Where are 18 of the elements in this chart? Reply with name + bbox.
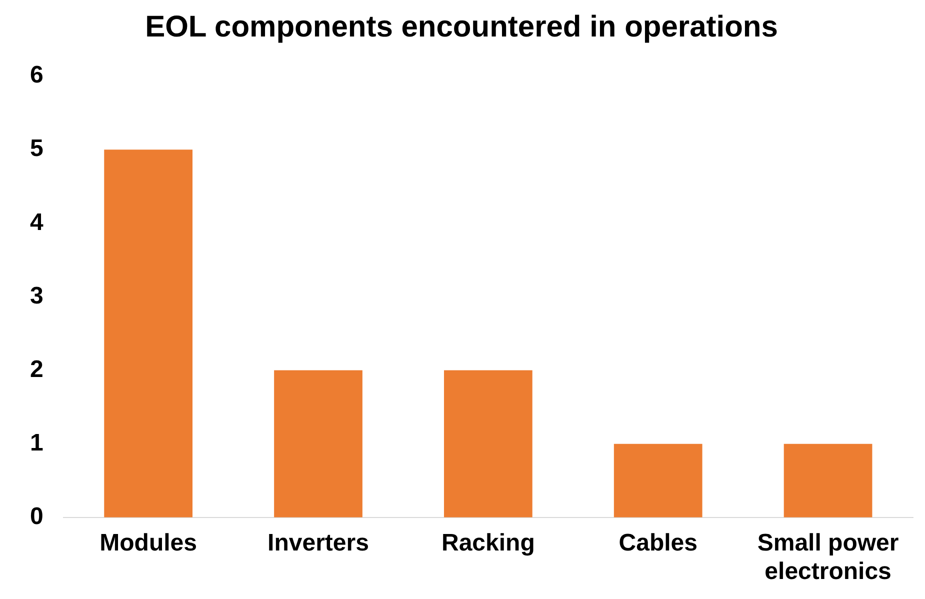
x-tick-label: Inverters [268,529,369,556]
y-tick-label: 0 [30,503,44,530]
y-tick-label: 3 [30,282,44,310]
x-tick-label: Small power electronics [757,529,899,586]
y-tick-label: 1 [30,429,44,456]
bar [444,370,532,518]
bar [274,370,362,518]
x-tick-label: Modules [100,529,197,556]
y-tick-label: 4 [30,208,44,236]
x-tick-label: Racking [441,529,535,556]
y-tick-label: 2 [30,356,44,383]
bar [784,444,872,518]
y-tick-label: 6 [30,62,44,89]
chart-title: EOL components encountered in operations [145,10,778,44]
bar [614,444,702,518]
y-tick-label: 5 [30,135,44,162]
bar [104,150,192,518]
x-tick-label: Cables [618,529,698,556]
